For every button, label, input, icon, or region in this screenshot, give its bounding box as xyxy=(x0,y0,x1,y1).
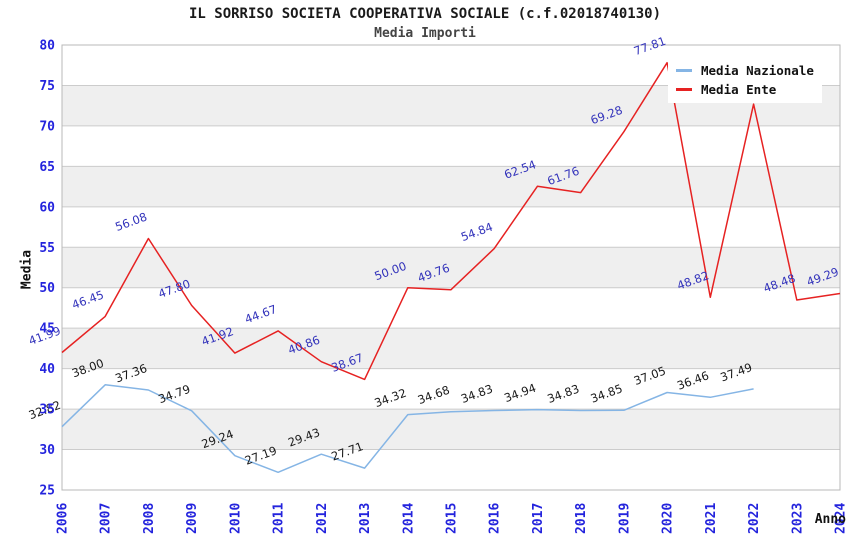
y-tick-label: 80 xyxy=(39,39,55,54)
x-tick-label: 2021 xyxy=(704,503,719,534)
data-label: 46.45 xyxy=(70,287,106,311)
legend-label: Media Ente xyxy=(701,82,777,97)
x-tick-label: 2007 xyxy=(99,503,114,534)
chart-subtitle: Media Importi xyxy=(374,26,476,41)
x-tick-label: 2010 xyxy=(228,503,243,534)
data-label: 34.32 xyxy=(373,386,409,410)
y-tick-label: 70 xyxy=(39,119,55,134)
x-tick-label: 2019 xyxy=(617,503,632,534)
x-tick-label: 2016 xyxy=(488,503,503,534)
data-label: 34.83 xyxy=(545,381,581,405)
x-tick-label: 2009 xyxy=(185,503,200,534)
x-tick-label: 2015 xyxy=(445,503,460,534)
y-tick-label: 75 xyxy=(39,79,55,94)
data-label: 34.68 xyxy=(416,383,452,407)
legend-swatch-red-line-icon xyxy=(676,88,692,91)
plot-border xyxy=(61,44,841,491)
y-tick-label: 35 xyxy=(39,403,55,418)
x-tick-label: 2011 xyxy=(272,503,287,534)
x-tick-label: 2017 xyxy=(531,503,546,534)
plot-band xyxy=(62,328,840,369)
x-tick-label: 2020 xyxy=(661,503,676,534)
y-tick-label: 55 xyxy=(39,241,55,256)
series-line-media-ente xyxy=(61,61,841,381)
data-label: 77.81 xyxy=(632,34,668,58)
legend-label: Media Nazionale xyxy=(701,63,814,78)
plot-band xyxy=(62,247,840,288)
chart-title: IL SORRISO SOCIETA COOPERATIVA SOCIALE (… xyxy=(188,6,661,22)
y-tick-label: 45 xyxy=(39,322,55,337)
x-tick-label: 2014 xyxy=(401,503,416,534)
x-tick-label: 2008 xyxy=(142,503,157,534)
data-label: 34.94 xyxy=(502,381,538,405)
data-label: 44.67 xyxy=(243,302,279,326)
data-label: 36.46 xyxy=(675,368,711,392)
plot-band xyxy=(62,409,840,450)
legend-swatch-blue-line-icon xyxy=(676,69,692,72)
x-tick-label: 2022 xyxy=(747,503,762,534)
x-tick-label: 2023 xyxy=(790,503,805,534)
legend-item-media-nazionale: Media Nazionale xyxy=(676,61,822,80)
data-label: 54.84 xyxy=(459,220,495,244)
data-label: 56.08 xyxy=(113,210,149,234)
legend: Media Nazionale Media Ente xyxy=(668,57,822,103)
y-tick-label: 25 xyxy=(39,484,55,499)
y-tick-label: 65 xyxy=(39,160,55,175)
data-label: 34.85 xyxy=(589,381,625,405)
legend-item-media-ente: Media Ente xyxy=(676,80,822,99)
series-line-media-nazionale xyxy=(61,384,754,474)
y-tick-label: 50 xyxy=(39,281,55,296)
x-tick-label: 2013 xyxy=(358,503,373,534)
x-tick-label: 2018 xyxy=(574,503,589,534)
x-tick-label: 2012 xyxy=(315,503,330,534)
data-label: 34.83 xyxy=(459,381,495,405)
plot-band xyxy=(62,166,840,207)
y-tick-label: 60 xyxy=(39,200,55,215)
y-tick-label: 30 xyxy=(39,443,55,458)
x-tick-label: 2006 xyxy=(56,503,71,534)
x-axis-title: Anno xyxy=(814,512,846,527)
y-tick-label: 40 xyxy=(39,362,55,377)
x-tick-label: 2024 xyxy=(834,503,849,534)
